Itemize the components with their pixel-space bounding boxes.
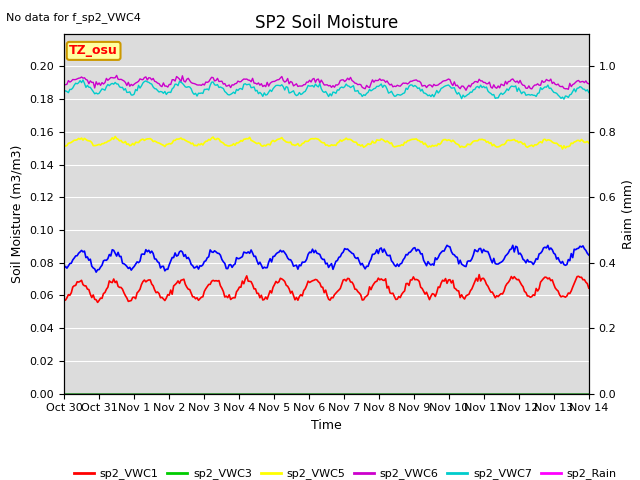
Y-axis label: Soil Moisture (m3/m3): Soil Moisture (m3/m3) xyxy=(11,144,24,283)
Legend: sp2_VWC1, sp2_VWC2, sp2_VWC3, sp2_VWC5, sp2_VWC6, sp2_VWC7, sp2_Rain: sp2_VWC1, sp2_VWC2, sp2_VWC3, sp2_VWC5, … xyxy=(70,464,621,480)
Text: TZ_osu: TZ_osu xyxy=(69,44,118,58)
Title: SP2 Soil Moisture: SP2 Soil Moisture xyxy=(255,14,398,32)
X-axis label: Time: Time xyxy=(311,419,342,432)
Y-axis label: Raim (mm): Raim (mm) xyxy=(622,179,635,249)
Text: No data for f_sp2_VWC4: No data for f_sp2_VWC4 xyxy=(6,12,141,23)
